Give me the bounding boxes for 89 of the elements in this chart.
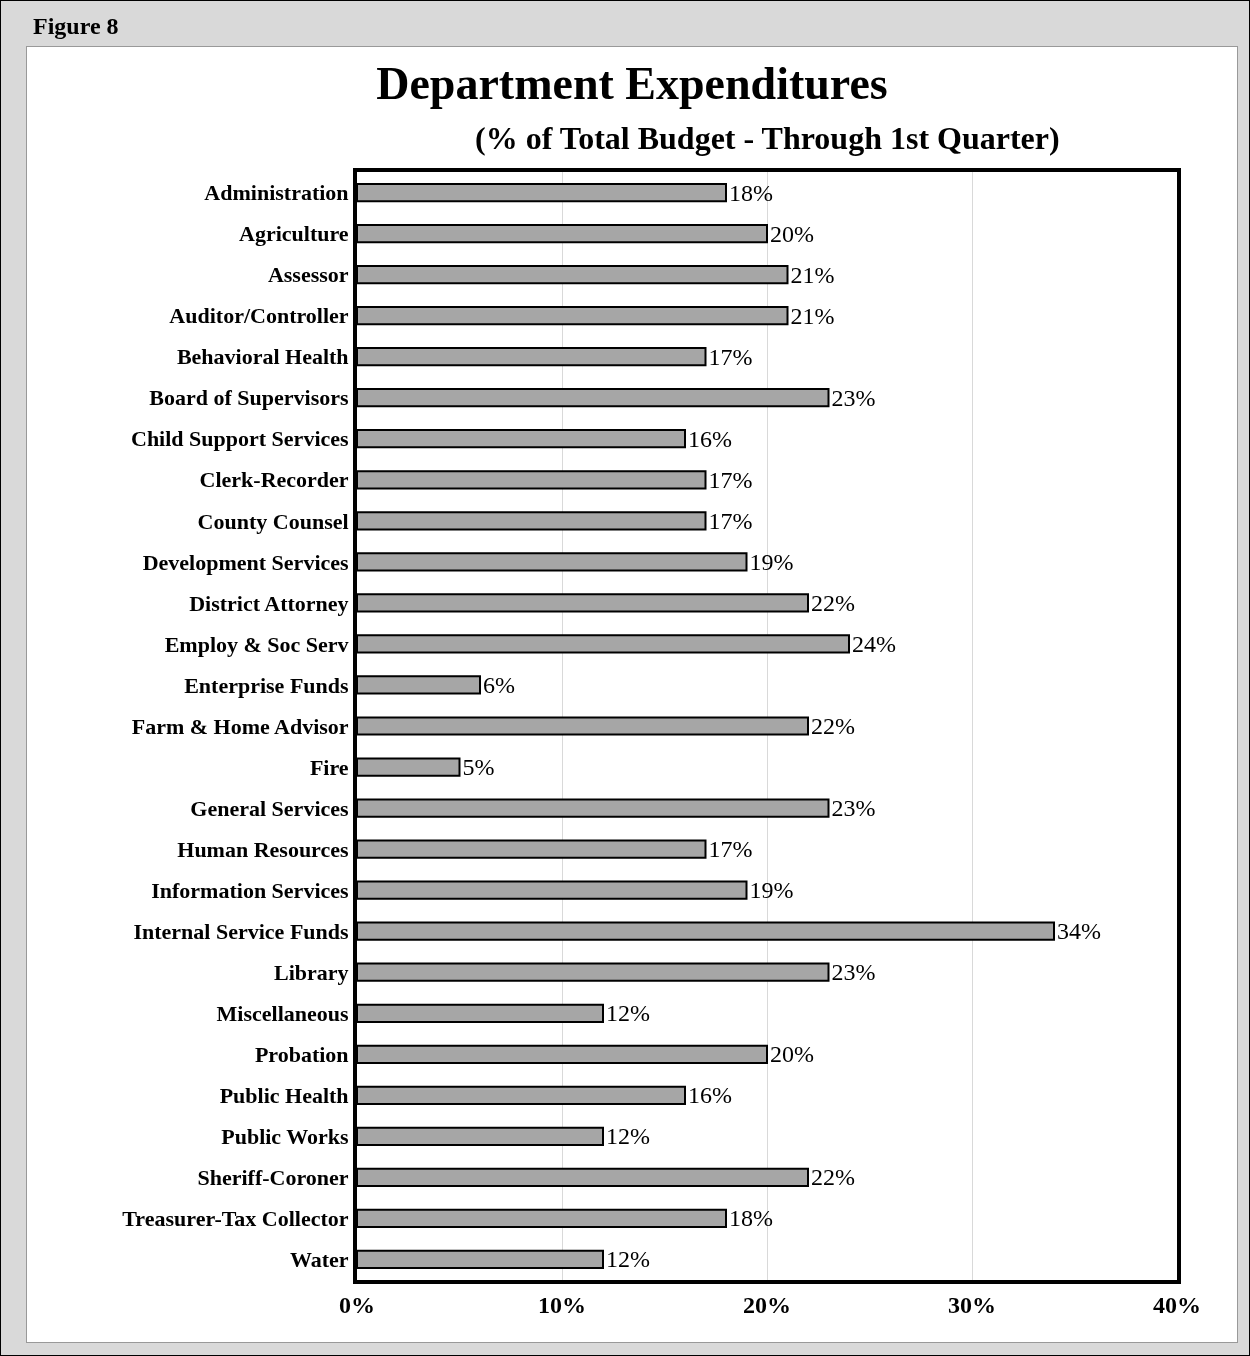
data-label: 24% bbox=[852, 630, 896, 657]
x-tick-label: 30% bbox=[948, 1291, 996, 1318]
data-label: 21% bbox=[790, 261, 835, 288]
data-label: 19% bbox=[749, 548, 794, 575]
bar bbox=[357, 223, 768, 244]
bar bbox=[357, 1167, 809, 1188]
bar bbox=[357, 880, 748, 900]
y-tick-label: Human Resources bbox=[177, 836, 350, 862]
chart-subtitle: (% of Total Budget - Through 1st Quarter) bbox=[475, 120, 1060, 156]
y-tick-label: Administration bbox=[204, 180, 349, 206]
data-label: 21% bbox=[790, 302, 835, 329]
bar bbox=[357, 921, 1055, 941]
x-tick-label: 40% bbox=[1153, 1291, 1201, 1318]
y-tick-label: Enterprise Funds bbox=[184, 672, 350, 698]
y-tick-label: Employ & Soc Serv bbox=[164, 631, 349, 657]
bar bbox=[357, 347, 707, 367]
data-label: 17% bbox=[708, 507, 753, 534]
data-label: 12% bbox=[606, 1246, 650, 1273]
data-label: 6% bbox=[483, 671, 515, 698]
y-tick-label: Development Services bbox=[142, 549, 350, 575]
bar bbox=[357, 839, 707, 859]
y-tick-label: County Counsel bbox=[197, 508, 349, 534]
y-tick-label: Information Services bbox=[151, 877, 350, 903]
data-label: 19% bbox=[749, 877, 794, 904]
data-label: 18% bbox=[729, 179, 773, 206]
bar bbox=[357, 1126, 604, 1146]
y-tick-label: Sheriff-Coroner bbox=[197, 1165, 349, 1191]
bar bbox=[357, 1208, 727, 1229]
bar bbox=[357, 182, 727, 203]
y-tick-label: Treasurer-Tax Collector bbox=[122, 1206, 349, 1232]
x-tick-label: 0% bbox=[339, 1291, 375, 1318]
caption: Figure 8 bbox=[33, 13, 119, 40]
bar bbox=[357, 1085, 686, 1105]
bar bbox=[357, 429, 686, 449]
y-tick-label: Assessor bbox=[267, 262, 349, 288]
bar bbox=[357, 962, 830, 982]
data-label: 23% bbox=[831, 384, 876, 411]
data-label: 20% bbox=[770, 220, 814, 247]
bar bbox=[357, 675, 481, 695]
bar bbox=[357, 470, 707, 490]
y-tick-label: Public Health bbox=[219, 1083, 349, 1109]
bar bbox=[357, 1249, 604, 1270]
data-label: 17% bbox=[708, 343, 753, 370]
bar bbox=[357, 511, 707, 531]
bar bbox=[357, 757, 461, 777]
bar bbox=[357, 552, 748, 572]
y-tick-label: General Services bbox=[190, 795, 350, 821]
chart-title: Department Expenditures bbox=[376, 57, 888, 109]
bar bbox=[357, 306, 789, 326]
data-label: 17% bbox=[708, 466, 753, 493]
data-label: 17% bbox=[708, 836, 753, 863]
data-label: 34% bbox=[1057, 918, 1101, 945]
y-tick-label: Water bbox=[289, 1247, 349, 1273]
bar bbox=[357, 798, 830, 818]
y-tick-label: Library bbox=[274, 959, 349, 985]
bar bbox=[357, 1044, 768, 1064]
bar bbox=[357, 388, 830, 408]
data-label: 16% bbox=[688, 425, 732, 452]
bar bbox=[357, 716, 809, 736]
y-tick-label: Behavioral Health bbox=[176, 344, 349, 370]
y-tick-label: District Attorney bbox=[189, 590, 349, 616]
bar bbox=[357, 593, 809, 613]
data-label: 5% bbox=[462, 754, 495, 781]
x-tick-label: 20% bbox=[743, 1291, 791, 1318]
y-tick-label: Internal Service Funds bbox=[133, 918, 350, 944]
bar bbox=[357, 1003, 604, 1023]
data-label: 12% bbox=[606, 1000, 650, 1027]
y-tick-label: Child Support Services bbox=[131, 426, 350, 452]
bar bbox=[357, 634, 850, 654]
y-tick-label: Public Works bbox=[221, 1124, 350, 1150]
data-label: 23% bbox=[831, 959, 876, 986]
data-label: 20% bbox=[770, 1041, 814, 1068]
y-tick-label: Probation bbox=[254, 1042, 349, 1067]
y-tick-label: Farm & Home Advisor bbox=[131, 713, 349, 739]
y-tick-label: Fire bbox=[309, 754, 349, 780]
data-label: 12% bbox=[606, 1123, 650, 1150]
data-label: 23% bbox=[831, 795, 876, 822]
data-label: 16% bbox=[688, 1082, 732, 1109]
data-label: 18% bbox=[729, 1205, 773, 1232]
data-label: 22% bbox=[811, 589, 855, 616]
data-label: 22% bbox=[811, 1164, 855, 1191]
y-tick-label: Agriculture bbox=[239, 221, 349, 247]
y-tick-label: Miscellaneous bbox=[216, 1000, 350, 1026]
x-tick-label: 10% bbox=[538, 1291, 586, 1318]
data-label: 22% bbox=[811, 713, 855, 739]
bar bbox=[357, 264, 789, 285]
y-tick-label: Clerk-Recorder bbox=[199, 467, 349, 493]
y-tick-label: Auditor/Controller bbox=[169, 303, 349, 329]
y-tick-label: Board of Supervisors bbox=[149, 385, 350, 411]
